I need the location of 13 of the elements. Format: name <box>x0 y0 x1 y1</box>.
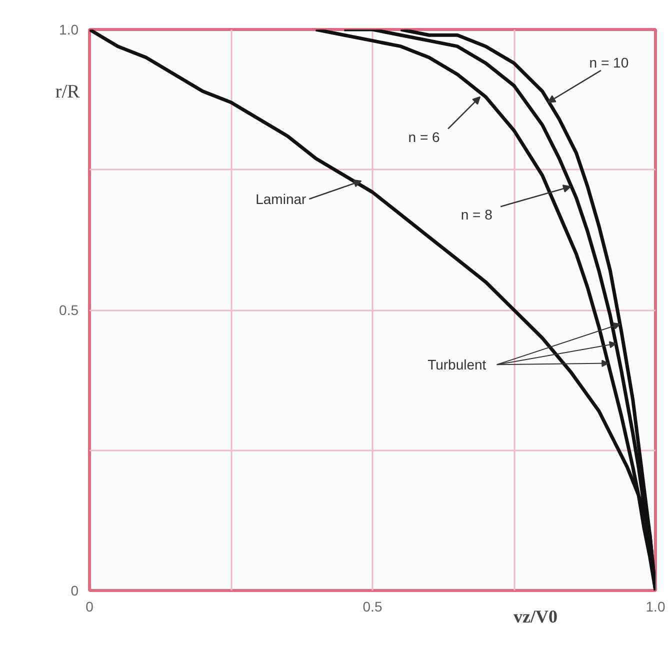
annotation: Turbulent <box>428 356 486 373</box>
annotation: n = 10 <box>589 54 629 70</box>
y-tick-label: 0.5 <box>59 302 79 318</box>
y-axis-title: r/R <box>55 82 80 102</box>
annotation: Laminar <box>256 190 307 207</box>
x-axis-title: vz/V0 <box>514 606 558 626</box>
annotation: n = 6 <box>408 128 440 145</box>
y-tick-label: 1.0 <box>59 22 79 38</box>
x-tick-label: 0 <box>86 598 94 614</box>
annotation: n = 8 <box>460 206 493 223</box>
x-tick-label: 1.0 <box>646 598 666 614</box>
y-tick-label: 0 <box>70 582 79 598</box>
x-tick-label: 0.5 <box>362 598 382 614</box>
